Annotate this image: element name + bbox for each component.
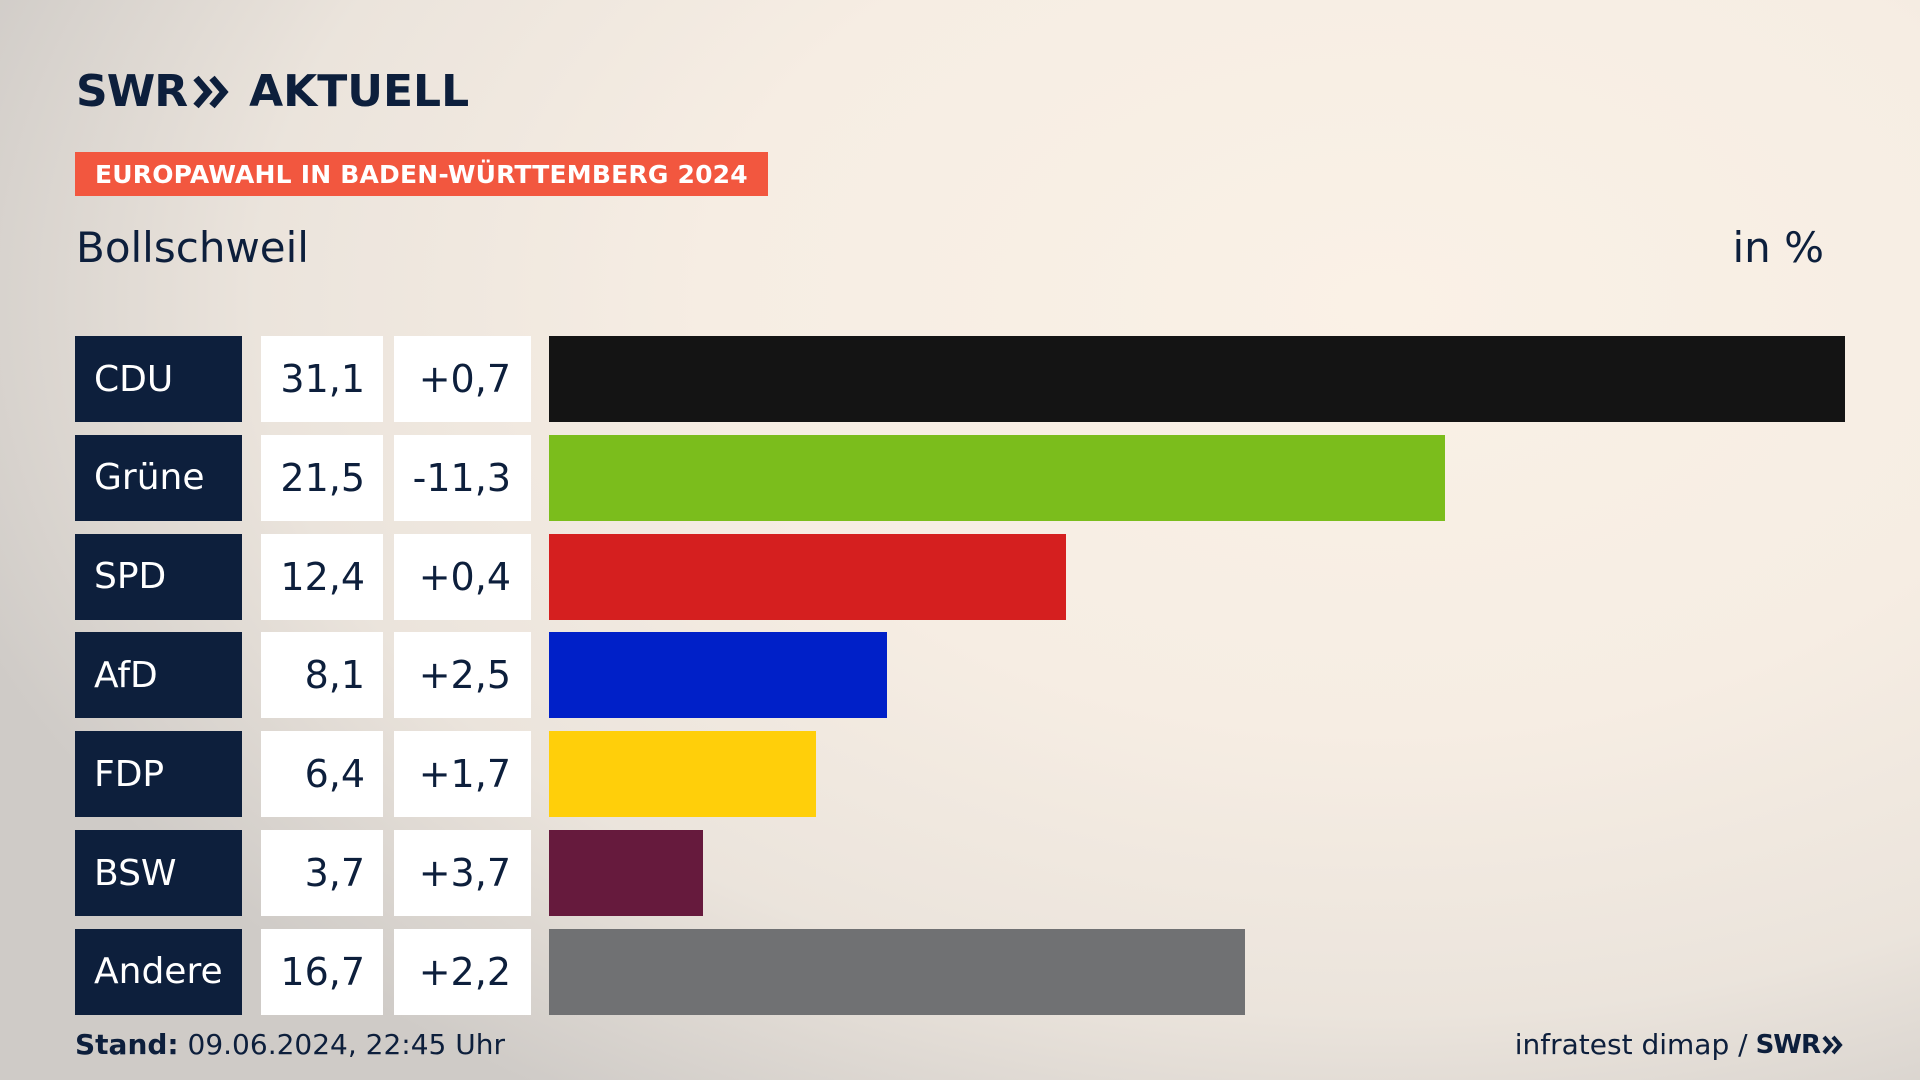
- timestamp: Stand: 09.06.2024, 22:45 Uhr: [75, 1028, 505, 1061]
- unit-label: in %: [1732, 223, 1824, 272]
- change-label: +3,7: [394, 830, 531, 916]
- vote-share-label: 21,5: [261, 434, 383, 521]
- vote-share-label: 12,4: [261, 533, 383, 620]
- party-label: AfD: [75, 632, 242, 719]
- change-label: +0,7: [394, 336, 531, 422]
- page-title: Bollschweil: [76, 223, 309, 272]
- result-bar: [549, 434, 1445, 521]
- result-bar: [549, 336, 1845, 422]
- result-bar: [549, 731, 816, 818]
- vote-share-label: 8,1: [261, 632, 383, 719]
- party-label: BSW: [75, 830, 242, 916]
- party-label: FDP: [75, 731, 242, 818]
- result-bar: [549, 533, 1066, 620]
- vote-share-label: 16,7: [261, 928, 383, 1015]
- swr-wordmark: SWR: [76, 66, 188, 117]
- result-bar: [549, 928, 1245, 1015]
- party-label: Grüne: [75, 434, 242, 521]
- swr-small-logo: SWR: [1756, 1030, 1844, 1060]
- change-label: +0,4: [394, 533, 531, 620]
- result-bar: [549, 632, 887, 719]
- stand-label: Stand:: [75, 1028, 179, 1061]
- source-credit: infratest dimap / SWR: [1515, 1028, 1844, 1061]
- party-label: Andere: [75, 928, 242, 1015]
- vote-share-label: 31,1: [261, 336, 383, 422]
- double-chevron-icon: [1822, 1035, 1843, 1054]
- result-bar: [549, 830, 703, 916]
- vote-share-label: 3,7: [261, 830, 383, 916]
- change-label: +2,2: [394, 928, 531, 1015]
- party-label: CDU: [75, 336, 242, 422]
- source-text: infratest dimap /: [1514, 1028, 1748, 1061]
- party-label: SPD: [75, 533, 242, 620]
- change-label: +1,7: [394, 731, 531, 818]
- swr-small-wordmark: SWR: [1755, 1029, 1821, 1060]
- aktuell-wordmark: AKTUELL: [249, 66, 470, 117]
- stand-value: 09.06.2024, 22:45 Uhr: [187, 1028, 505, 1061]
- vote-share-label: 6,4: [261, 731, 383, 818]
- double-chevron-icon: [193, 75, 229, 109]
- brand-logo: SWR AKTUELL: [76, 66, 469, 118]
- change-label: +2,5: [394, 632, 531, 719]
- election-banner: EUROPAWAHL IN BADEN-WÜRTTEMBERG 2024: [75, 152, 768, 196]
- change-label: -11,3: [394, 434, 531, 521]
